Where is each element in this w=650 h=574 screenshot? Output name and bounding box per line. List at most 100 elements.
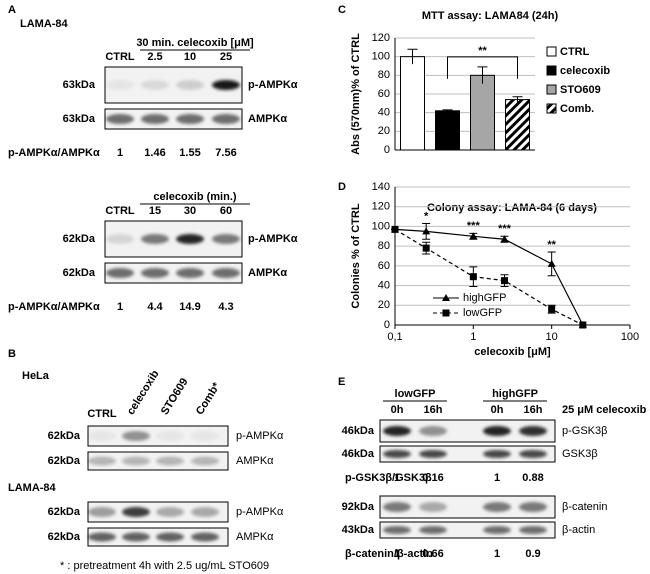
protein-label: GSK3β [562,448,598,460]
error-bar [442,109,453,112]
x-tick-label: 1 [470,331,476,343]
marker [469,273,477,281]
legend-label: CTRL [560,46,590,58]
protein-label: β-catenin [562,501,607,513]
ratio-label: p-GSK3β/GSK3β [345,472,432,484]
y-axis-label: Abs (570nm)% of CTRL [350,33,362,155]
ratio-value: 0.16 [422,472,443,484]
band [106,268,134,278]
panel-label: E [338,376,345,388]
legend-swatch [546,103,557,114]
band [141,114,169,124]
treatment: 30 min. celecoxib [μM] [136,37,254,49]
band [122,456,150,466]
ratio-value: 4.4 [147,301,163,313]
blot [379,521,556,539]
y-tick-label: 20 [378,125,390,137]
x-tick-label: 0,1 [387,331,402,343]
error-bar [477,66,488,84]
band [156,507,184,517]
size-label: 62kDa [48,531,81,543]
lane-label: 15 [149,205,161,217]
ratio-value: 14.9 [179,301,200,313]
ratio-value: 0.9 [525,548,540,560]
band [176,268,204,278]
size-label: 62kDa [48,506,81,518]
marker [422,227,431,235]
band [176,80,204,90]
blot [379,495,556,519]
band [212,234,240,244]
y-tick-label: 20 [378,299,390,311]
protein-label: AMPKα [248,267,287,279]
protein-label: β-actin [562,524,595,536]
band [383,450,411,458]
ratio-value: 1 [394,472,400,484]
size-label: 92kDa [342,501,375,513]
ratio-value: 1.46 [144,147,165,159]
y-tick-label: 40 [378,279,390,291]
lane-label: CTRL [87,408,117,420]
ratio-value: 1 [494,472,500,484]
marker [579,321,587,329]
band [88,431,116,441]
marker [422,244,430,252]
marker [547,259,556,267]
lane-label: 10 [184,51,196,63]
y-tick-label: 0 [384,144,390,156]
band [141,80,169,90]
ratio-value: 0.66 [422,548,443,560]
band [212,80,240,90]
band [519,450,547,458]
lane-label: CTRL [105,51,135,63]
lane-label: 2.5 [147,51,162,63]
band [483,526,511,534]
ratio-label: β-catenin/β-actin [345,548,433,560]
band [519,426,547,436]
group-label: highGFP [492,388,538,400]
size-label: 63kDa [63,113,96,125]
band [419,526,447,534]
size-label: 63kDa [63,79,96,91]
blot [379,419,556,443]
protein-label: p-GSK3β [562,425,607,437]
y-tick-label: 60 [378,260,390,272]
band [191,532,219,542]
x-tick-label: 100 [621,331,639,343]
size-label: 62kDa [63,233,96,245]
size-label: 62kDa [48,455,81,467]
size-label: 43kDa [342,524,375,536]
legend-marker [442,309,450,317]
legend-marker [442,294,450,301]
size-label: 62kDa [48,430,81,442]
size-label: 46kDa [342,448,375,460]
protein-label: AMPKα [236,455,274,467]
significance-bracket [447,56,518,79]
band [483,450,511,458]
ratio-label: p-AMPKα/AMPKα [8,147,100,159]
lane-label: 25 [220,51,232,63]
ratio-value: 1.55 [179,147,200,159]
band [176,114,204,124]
band [419,502,447,512]
ratio-value: 0.88 [522,472,543,484]
band [383,502,411,512]
band [156,456,184,466]
group-label: lowGFP [395,388,436,400]
band [419,426,447,436]
y-tick-label: 0 [384,319,390,331]
protein-label: p-AMPKα [236,506,284,518]
time-label: 0h [391,404,404,416]
ratio-value: 1 [117,147,123,159]
x-axis-label: celecoxib [μM] [474,346,551,358]
marker [500,235,509,243]
blot [379,445,556,463]
y-tick-label: 80 [378,240,390,252]
treatment: celecoxib (min.) [153,191,236,203]
blot [104,262,243,284]
ratio-label: p-AMPKα/AMPKα [8,301,100,313]
legend-label: Comb. [560,103,594,115]
panel-label: D [338,181,346,193]
ratio-value: 1 [394,548,400,560]
x-tick-label: 10 [546,331,558,343]
